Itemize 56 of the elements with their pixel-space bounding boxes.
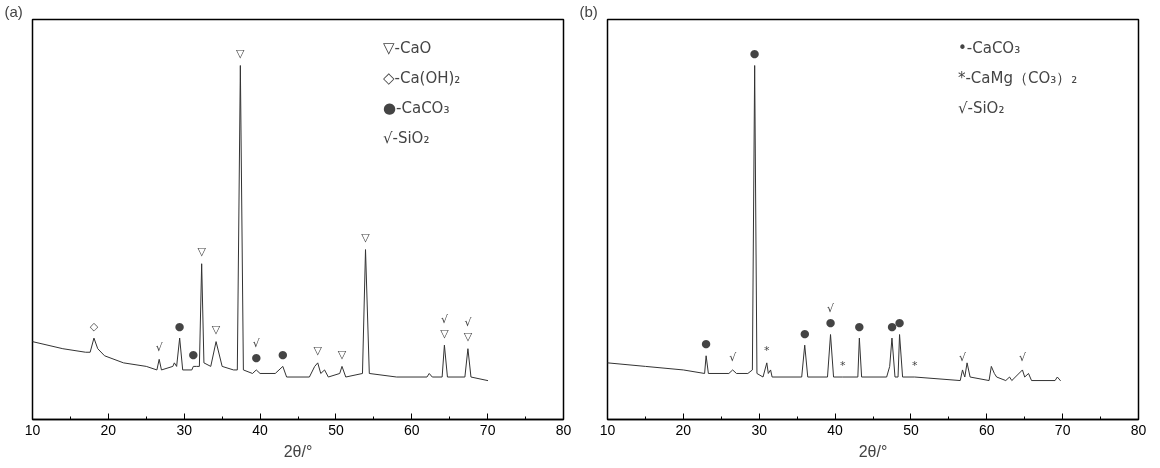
annotation: ▽ [211, 323, 221, 337]
annotation: ▽ [313, 344, 323, 358]
annotation: √ [155, 340, 164, 354]
x-tick-label: 40 [827, 421, 844, 438]
annotation: ● [188, 347, 199, 361]
chart-title: (a) [4, 2, 23, 20]
annotation: √-SiO₂ [957, 98, 1005, 117]
x-tick-label: 70 [1054, 421, 1071, 438]
annotation: ● [251, 351, 262, 365]
x-tick-label: 40 [252, 421, 269, 438]
annotation: ▽ [236, 47, 246, 61]
x-tick-label: 70 [479, 421, 496, 438]
x-tick-label: 80 [1130, 421, 1147, 438]
annotation: * [839, 358, 846, 372]
annotation: ●-CaCO₃ [382, 98, 450, 117]
annotation: √ [1018, 351, 1027, 365]
annotation: *-CaMg（CO₃）₂ [957, 68, 1078, 87]
x-tick-label: 30 [751, 421, 768, 438]
annotation: ▽ [440, 326, 450, 340]
x-tick-label: 50 [328, 421, 344, 438]
text: ▽-CaO [382, 38, 432, 57]
annotation: ● [701, 337, 711, 351]
annotation: * [764, 344, 771, 358]
annotation: ● [799, 326, 810, 340]
annotation: ▽ [463, 330, 473, 344]
annotation: ● [174, 319, 185, 333]
annotation: √ [729, 351, 738, 365]
annotation: √ [464, 316, 473, 330]
x-tick-label: 50 [903, 421, 919, 438]
x-tick-label: 10 [24, 421, 41, 438]
annotation: √ [440, 312, 449, 326]
annotation: √-SiO₂ [382, 128, 430, 147]
annotation: * [911, 358, 918, 372]
annotation: ● [278, 347, 288, 361]
annotation: √ [827, 302, 836, 316]
x-tick-label: 10 [599, 421, 616, 438]
x-tick-label: 20 [675, 421, 692, 438]
annotation: ▽ [361, 231, 371, 245]
x-tick-label: 60 [979, 421, 995, 438]
annotation: ● [854, 319, 865, 333]
annotation: ▽ [337, 347, 347, 361]
annotation: ● [825, 316, 836, 330]
text: •-CaCO₃ [957, 38, 1021, 57]
annotation: ◇-Ca(OH)₂ [382, 68, 461, 87]
annotation: ● [749, 47, 760, 61]
annotation: ▽ [197, 245, 207, 259]
annotation: ◇ [89, 319, 99, 333]
x-tick-label: 80 [555, 421, 572, 438]
chart-title: (b) [579, 2, 598, 20]
x-axis-title: 2θ/° [283, 442, 313, 460]
x-axis-title: 2θ/° [858, 442, 888, 460]
x-tick-label: 60 [404, 421, 420, 438]
x-tick-label: 20 [100, 421, 117, 438]
annotation: √ [959, 351, 968, 365]
x-tick-label: 30 [176, 421, 193, 438]
annotation: √ [252, 337, 261, 351]
